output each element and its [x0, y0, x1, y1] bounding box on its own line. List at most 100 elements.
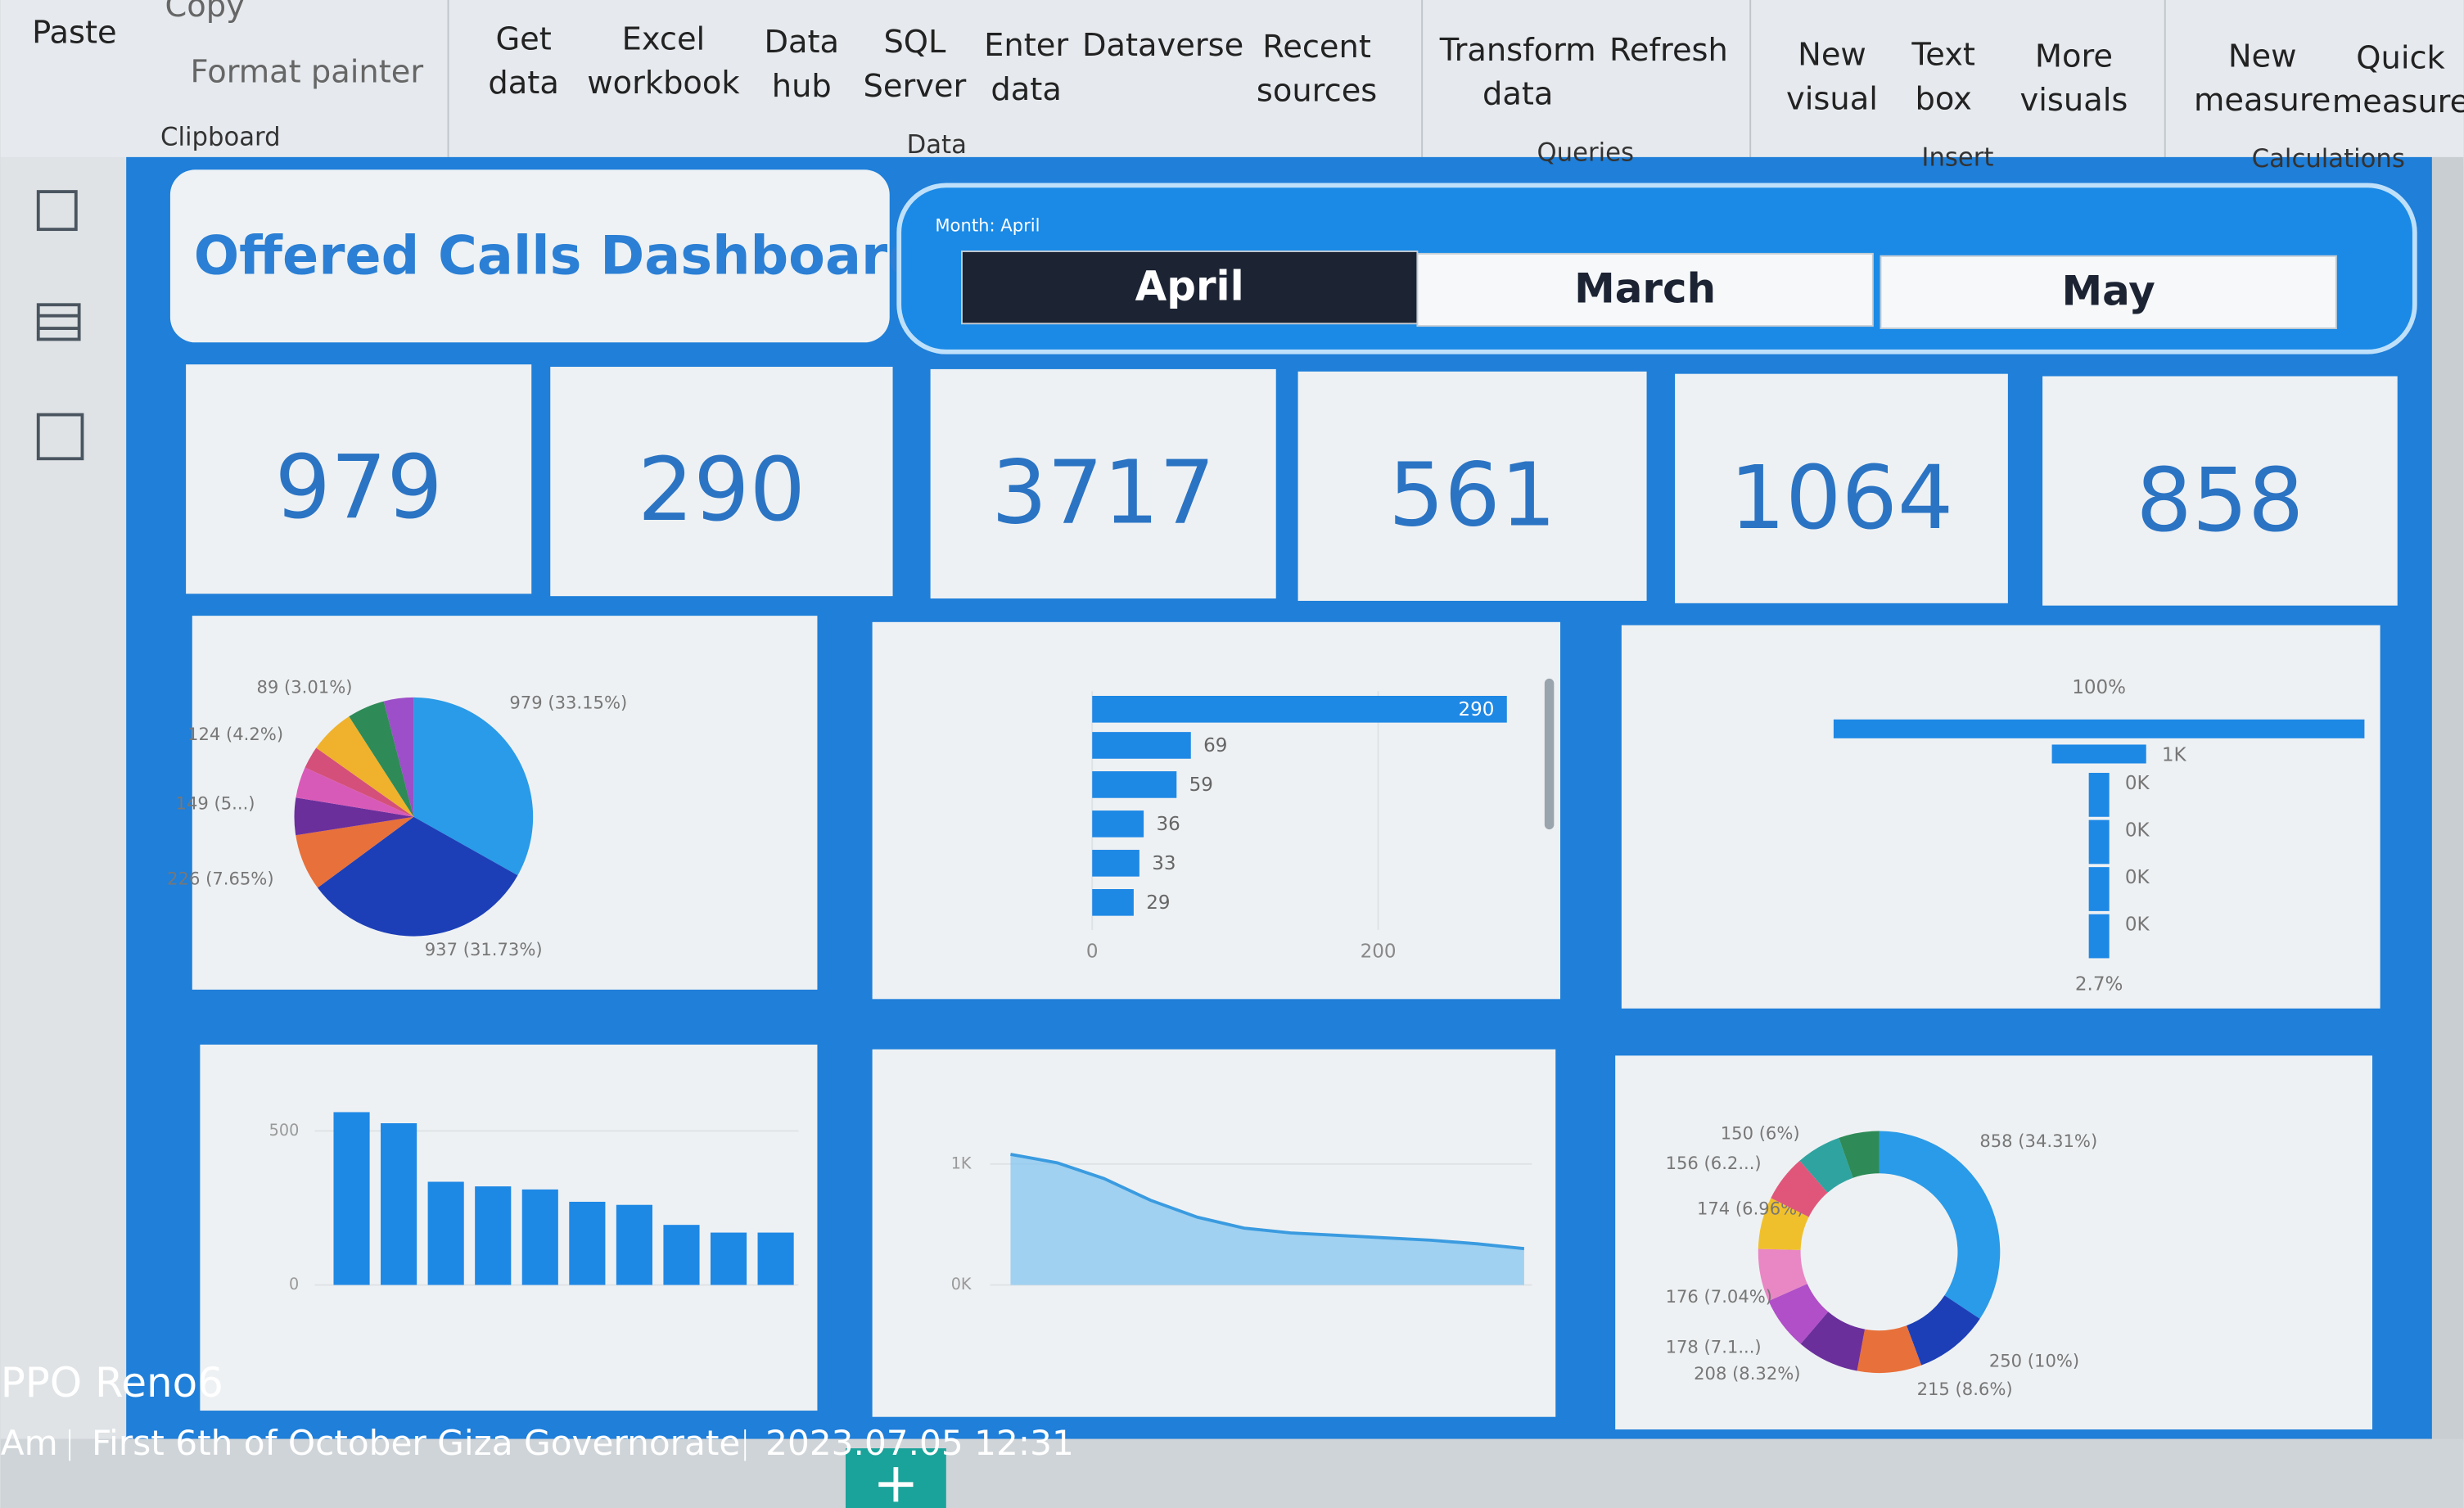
ribbon-button-label[interactable]: Quick [2356, 39, 2445, 76]
y-tick-label: 500 [269, 1121, 300, 1140]
funnel-bar [2088, 867, 2110, 911]
kpi-card [1675, 373, 2008, 603]
data-label: 150 (6%) [1721, 1122, 1800, 1143]
x-tick-label: 0 [1086, 941, 1099, 962]
ribbon-button-label[interactable]: New [2228, 38, 2297, 74]
ribbon-button-label[interactable]: Data [764, 24, 839, 61]
ribbon-button-label[interactable]: box [1916, 80, 1972, 117]
ribbon-button-label[interactable]: Get [495, 20, 551, 57]
ribbon-button-label[interactable]: Transform [1439, 32, 1596, 69]
ribbon-button-label[interactable]: Format painter [191, 54, 424, 91]
ribbon-button-label[interactable]: Refresh [1609, 32, 1728, 69]
ribbon-button-label[interactable]: Paste [32, 15, 117, 52]
ribbon-button-label[interactable]: Copy [165, 0, 244, 25]
ribbon-button-label[interactable]: Recent [1262, 29, 1371, 65]
column [757, 1232, 794, 1285]
data-label: 100% [2072, 677, 2126, 698]
scrollbar[interactable] [1544, 678, 1555, 830]
x-tick-label: 200 [1361, 941, 1397, 962]
data-label: 2.7% [2075, 974, 2123, 996]
kpi-value: 858 [2136, 449, 2304, 552]
data-label: 1K [2162, 744, 2187, 765]
funnel-bar [1833, 719, 2365, 738]
slicer-option[interactable] [1880, 255, 2337, 329]
slicer-header: Month: April [935, 214, 1040, 235]
data-label: 178 (7.1...) [1666, 1336, 1762, 1357]
data-label: 176 (7.04%) [1666, 1286, 1772, 1307]
ribbon-button-label[interactable]: Text [1911, 37, 1975, 74]
slicer-option[interactable] [961, 251, 1419, 325]
column [616, 1204, 652, 1285]
ribbon-group-label: Queries [1537, 139, 1634, 168]
kpi-value: 979 [275, 436, 443, 539]
donut-slice [1768, 1284, 1829, 1344]
kpi-card [1297, 371, 1647, 601]
kpi-card [186, 364, 532, 594]
ribbon-button-label[interactable]: workbook [587, 65, 740, 102]
ribbon-button-label[interactable]: measure [2332, 84, 2464, 120]
kpi-value: 1064 [1730, 447, 1953, 549]
ribbon-button-label[interactable]: Enter [984, 27, 1068, 64]
ribbon-button-label[interactable]: measure [2194, 82, 2331, 119]
pie-slice [316, 716, 414, 817]
bar [1092, 889, 1134, 916]
bar [1092, 771, 1177, 798]
column [333, 1112, 370, 1285]
ribbon-button-label[interactable]: New [1798, 37, 1866, 74]
y-tick-label: 0K [951, 1275, 972, 1294]
column [381, 1123, 417, 1285]
ribbon [0, 0, 2464, 164]
kpi-value: 290 [638, 439, 806, 541]
ribbon-button-label[interactable]: More [2035, 38, 2113, 74]
slicer-option[interactable] [1416, 252, 1874, 327]
kpi-card [550, 367, 893, 597]
report-view-icon[interactable] [36, 190, 78, 232]
ribbon-button-label[interactable]: visual [1786, 80, 1878, 117]
area-line [1010, 1153, 1525, 1251]
bar [1092, 810, 1144, 838]
ribbon-button-label[interactable]: data [1482, 76, 1553, 113]
y-tick-label: 1K [951, 1154, 972, 1172]
ribbon-button-label[interactable]: data [991, 71, 1061, 108]
bar [1092, 732, 1191, 759]
area-fill [1010, 1154, 1524, 1285]
watermark-timestamp: 2023.07.05 12:31 [765, 1423, 1074, 1463]
data-label: 59 [1189, 774, 1213, 796]
bar [1092, 696, 1507, 723]
pie-slice [413, 697, 534, 876]
ribbon-button-label[interactable]: Server [864, 68, 967, 105]
column [663, 1225, 700, 1285]
ribbon-button-label[interactable]: Dataverse [1082, 27, 1243, 64]
pie-slice [305, 747, 414, 817]
data-label: 33 [1152, 853, 1176, 874]
table-view-icon[interactable] [36, 303, 81, 341]
ribbon-button-label[interactable]: sources [1257, 73, 1377, 110]
donut-slice [1857, 1325, 1922, 1373]
ribbon-group-label: Insert [1921, 143, 1993, 172]
column [427, 1181, 464, 1285]
ribbon-button-label[interactable]: hub [772, 68, 832, 105]
ribbon-button-label[interactable]: visuals [2020, 82, 2128, 119]
funnel-bar [2092, 939, 2106, 952]
donut-slice [1758, 1248, 1807, 1302]
data-label: 858 (34.31%) [1979, 1131, 2097, 1151]
data-label: 89 (3.01%) [256, 676, 352, 697]
data-label: 0K [2125, 867, 2150, 888]
donut-slice [1907, 1295, 1980, 1366]
model-view-icon[interactable] [36, 413, 84, 461]
slicer-option-label: May [2062, 267, 2155, 314]
data-label: 124 (4.2%) [187, 724, 283, 744]
data-label: 250 (10%) [1989, 1351, 2079, 1371]
data-label: 36 [1156, 814, 1180, 835]
ribbon-button-label[interactable]: Excel [622, 20, 706, 57]
column [569, 1201, 606, 1285]
dashboard-title: Offered Calls Dashboard [194, 225, 926, 287]
y-tick-label: 0 [289, 1275, 299, 1294]
watermark-device: PPO Reno6 [1, 1359, 223, 1406]
donut-slice [1799, 1137, 1853, 1193]
ribbon-button-label[interactable]: SQL [883, 24, 946, 61]
sidebar-icons [36, 190, 84, 461]
data-label: 226 (7.65%) [167, 869, 273, 889]
ribbon-button-label[interactable]: data [488, 65, 558, 102]
